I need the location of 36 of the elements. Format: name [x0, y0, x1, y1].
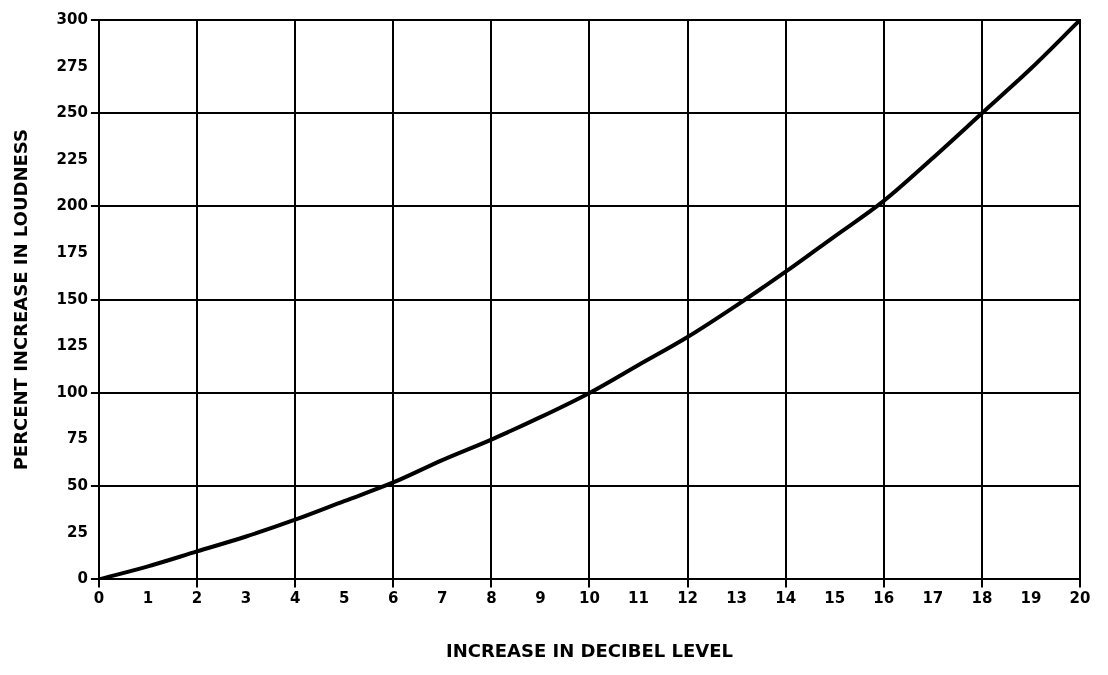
y-axis-title: PERCENT INCREASE IN LOUDNESS — [10, 129, 32, 471]
x-tick-label: 12 — [677, 589, 698, 608]
x-tick-label: 3 — [240, 589, 252, 608]
x-tick-label: 0 — [93, 589, 105, 608]
x-tick-label: 11 — [628, 589, 649, 608]
x-tick-label: 5 — [338, 589, 350, 608]
y-tick-label: 25 — [67, 522, 88, 541]
x-tick-label: 6 — [388, 589, 399, 608]
y-tick-label: 250 — [56, 103, 88, 122]
y-tick-label: 300 — [56, 9, 88, 28]
x-tick-label: 8 — [486, 589, 497, 608]
x-axis-title: INCREASE IN DECIBEL LEVEL — [445, 639, 733, 661]
y-tick-label: 75 — [67, 429, 88, 448]
x-tick-label: 16 — [873, 589, 895, 608]
y-tick-label: 275 — [56, 56, 88, 75]
y-tick-label: 225 — [56, 149, 88, 168]
x-tick-label: 18 — [971, 589, 993, 608]
y-tick-label: 150 — [56, 289, 88, 308]
x-tick-label: 2 — [191, 589, 203, 608]
x-tick-label: 14 — [775, 589, 797, 608]
y-tick-label: 125 — [56, 336, 88, 355]
x-tick-label: 4 — [289, 589, 301, 608]
y-tick-label: 50 — [67, 476, 88, 495]
x-tick-label: 1 — [142, 589, 154, 608]
x-tick-label: 19 — [1020, 589, 1042, 608]
x-tick-label: 13 — [726, 589, 748, 608]
x-tick-label: 9 — [535, 589, 546, 608]
x-tick-label: 10 — [579, 589, 600, 608]
x-tick-label: 17 — [922, 589, 944, 608]
y-tick-label: 100 — [56, 382, 88, 401]
x-tick-label: 7 — [437, 589, 448, 608]
y-tick-label: 175 — [56, 242, 88, 261]
y-tick-label: 0 — [77, 569, 88, 588]
x-tick-label: 20 — [1069, 589, 1091, 608]
x-tick-label: 15 — [824, 589, 846, 608]
y-tick-label: 200 — [56, 196, 88, 215]
